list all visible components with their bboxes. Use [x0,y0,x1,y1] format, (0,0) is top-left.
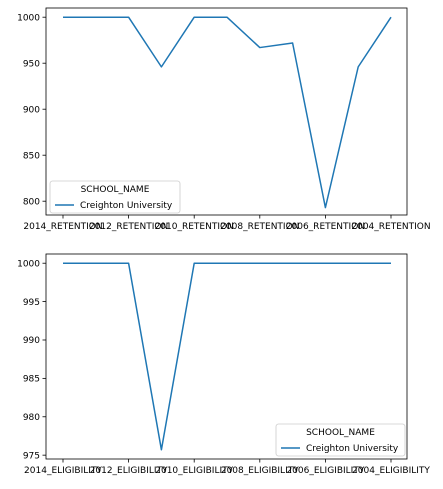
x-tick-label: 2006_RETENTION [286,222,365,232]
series-line [63,16,392,209]
legend-box [275,423,406,457]
y-tick-label: 1000 [17,259,40,269]
legend-box [49,180,181,214]
x-tick-label: 2008_RETENTION [220,222,299,232]
legend-title: SCHOOL_NAME [81,185,150,195]
y-tick-label: 950 [23,59,40,69]
x-tick-label: 2004_ELIGIBILITY [352,466,430,476]
legend: SCHOOL_NAME Creighton University [49,180,181,214]
x-tick-label: 2006_ELIGIBILITY [286,466,364,476]
legend-entry: Creighton University [306,444,399,454]
x-tick-label: 2012_RETENTION [89,222,168,232]
x-tick-label: 2014_RETENTION [23,222,102,232]
eligibility-chart: 975 980 985 990 995 1000 2014_ELIGIBILITY2012_… [17,253,430,476]
legend: SCHOOL_NAME Creighton University [275,423,406,457]
legend-entry: Creighton University [80,201,173,211]
plot-frame [45,7,408,216]
y-tick-label: 800 [23,197,40,207]
y-tick-label: 900 [23,105,40,115]
plot-frame [45,253,408,460]
y-tick-label: 975 [23,451,40,461]
series-line [63,262,391,451]
x-tick-label: 2010_ELIGIBILITY [155,466,233,476]
x-tick-label: 2014_ELIGIBILITY [24,466,102,476]
y-tick-label: 990 [23,336,40,346]
y-tick-label: 850 [23,151,40,161]
retention-chart: 800 850 900 950 1000 2014_RETENTION2012_RETEN… [17,7,431,232]
x-tick-label: 2010_RETENTION [155,222,234,232]
y-tick-label: 1000 [17,13,40,23]
x-tick-label: 2012_ELIGIBILITY [90,466,168,476]
x-tick-label: 2004_RETENTION [351,222,430,232]
y-tick-label: 985 [23,375,40,385]
y-tick-label: 980 [23,413,40,423]
y-tick-label: 995 [23,298,40,308]
x-tick-label: 2008_ELIGIBILITY [221,466,299,476]
legend-title: SCHOOL_NAME [306,428,375,438]
